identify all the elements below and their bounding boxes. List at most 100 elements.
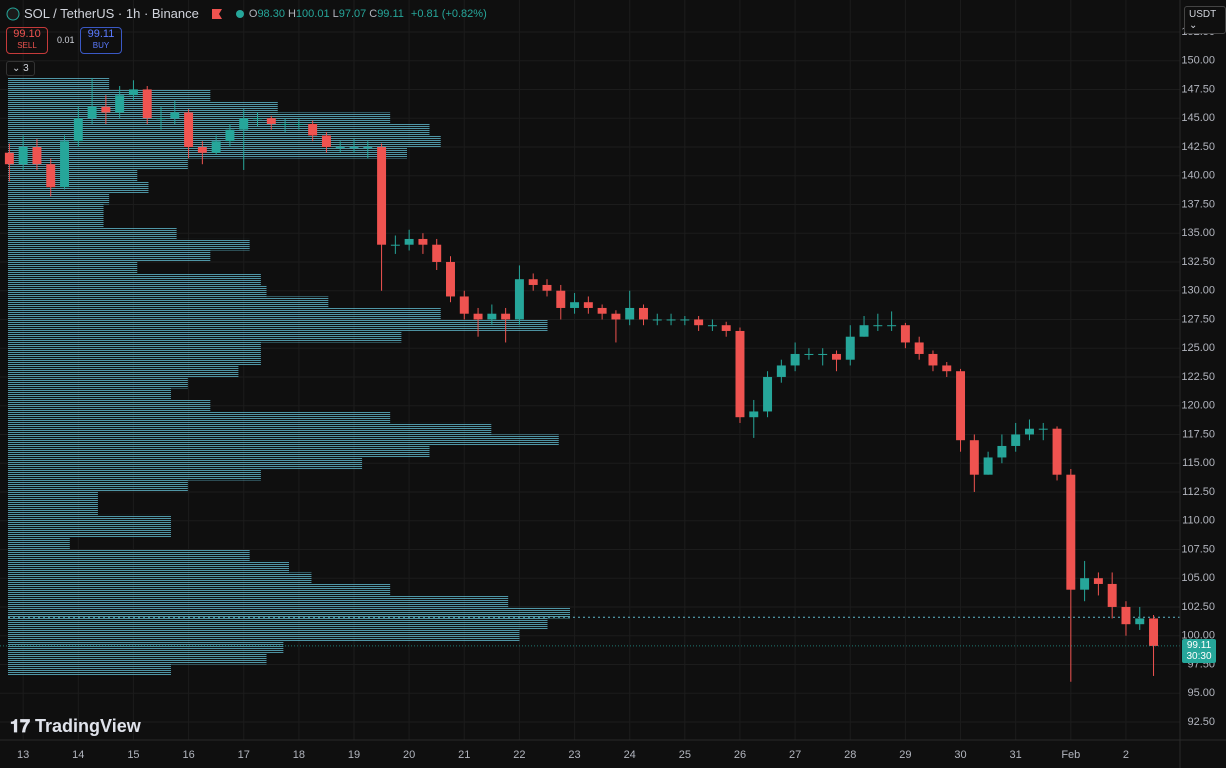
- y-tick-label: 107.50: [1181, 543, 1215, 555]
- y-tick-label: 140.00: [1181, 170, 1215, 182]
- y-tick-label: 95.00: [1187, 687, 1215, 699]
- volume-profile-bar: [8, 330, 402, 343]
- sell-text: SELL: [17, 41, 37, 50]
- candle-body: [335, 146, 345, 148]
- volume-profile-bar: [8, 388, 171, 400]
- candle-body: [694, 319, 704, 326]
- ohlc-value: 97.07: [338, 7, 367, 20]
- volume-profile-bar: [8, 204, 104, 216]
- candle-body: [459, 296, 469, 314]
- candle-body: [4, 152, 14, 165]
- candle-body: [101, 106, 111, 113]
- candle-body: [390, 244, 400, 246]
- candle-body: [542, 284, 552, 291]
- currency-selector[interactable]: USDT ⌄: [1184, 6, 1226, 34]
- y-tick-label: 112.50: [1182, 486, 1215, 498]
- symbol-icon: [6, 7, 20, 20]
- countdown: 30:30: [1186, 650, 1212, 662]
- x-tick-label: 27: [789, 749, 801, 761]
- candle-body: [404, 238, 414, 245]
- candle-body: [983, 457, 993, 475]
- y-tick-label: 115.00: [1182, 457, 1215, 469]
- candle-body: [1052, 428, 1062, 475]
- y-tick-label: 135.00: [1181, 227, 1215, 239]
- ohlc-values: O98.30 H100.01 L97.07 C99.11: [249, 8, 407, 20]
- ohlc-value: 98.30: [257, 7, 285, 20]
- candle-body: [211, 141, 221, 153]
- volume-profile-bar: [8, 399, 211, 412]
- ohlc-name: H: [287, 7, 296, 20]
- y-tick-label: 120.00: [1181, 400, 1215, 412]
- buy-price: 99.11: [87, 28, 115, 40]
- brand-logo: 𝟏𝟕 TradingView: [10, 716, 141, 736]
- candle-body: [280, 123, 290, 125]
- candle-body: [556, 290, 566, 308]
- candle-body: [680, 319, 690, 321]
- y-tick-label: 150.00: [1181, 55, 1215, 67]
- candle-body: [128, 89, 138, 96]
- buy-button[interactable]: 99.11 BUY: [80, 27, 122, 54]
- y-tick-label: 100.00: [1181, 630, 1215, 642]
- candle-body: [639, 307, 648, 320]
- candle-body: [170, 112, 180, 119]
- volume-profile-bar: [8, 146, 408, 159]
- y-tick-label: 132.50: [1181, 256, 1215, 268]
- candle-body: [900, 325, 910, 343]
- candle-body: [652, 319, 662, 321]
- volume-profile-bar: [8, 595, 509, 607]
- symbol-title[interactable]: SOL / TetherUS · 1h · Binance: [24, 6, 199, 21]
- candle-body: [873, 325, 883, 327]
- volume-profile-bar: [8, 457, 363, 469]
- volume-profile-bar: [8, 445, 430, 458]
- volume-profile-bar: [8, 307, 441, 320]
- brand-name: TradingView: [35, 716, 141, 736]
- volume-profile-bar: [8, 181, 149, 193]
- candle-body: [969, 440, 979, 475]
- candle-body: [956, 371, 966, 441]
- ohlc-name: O: [248, 7, 258, 20]
- volume-profile-bar: [8, 123, 430, 136]
- volume-profile-bar: [8, 89, 211, 101]
- volume-profile-bar: [8, 503, 98, 515]
- x-tick-label: 30: [954, 749, 966, 761]
- x-tick-label: 26: [734, 749, 746, 761]
- candle-body: [266, 118, 276, 124]
- candle-body: [611, 313, 621, 320]
- candle-body: [597, 307, 607, 314]
- volume-profile-bar: [8, 652, 267, 665]
- candle-body: [1011, 434, 1021, 446]
- volume-profile-bar: [8, 319, 548, 331]
- candle-body: [446, 261, 455, 297]
- volume-profile-bar: [8, 227, 177, 239]
- candle-body: [818, 353, 828, 355]
- candle-body: [831, 353, 841, 360]
- candle-body: [225, 129, 235, 142]
- candle-body: [514, 279, 524, 320]
- sell-price: 99.10: [13, 28, 41, 40]
- candle-body: [928, 353, 938, 366]
- candle-body: [583, 302, 593, 308]
- flag-icon[interactable]: [211, 8, 223, 20]
- candle-body: [1149, 618, 1159, 646]
- x-tick-label: 16: [182, 749, 194, 761]
- x-tick-label: 19: [348, 749, 360, 761]
- candle-body: [887, 325, 897, 327]
- y-tick-label: 117.50: [1182, 428, 1215, 440]
- indicators-toggle[interactable]: ⌄ 3: [6, 61, 35, 76]
- volume-profile-bar: [8, 192, 110, 205]
- x-tick-label: 20: [403, 749, 415, 761]
- y-tick-label: 137.50: [1181, 198, 1215, 210]
- volume-profile-bar: [8, 250, 211, 262]
- volume-profile-bar: [8, 169, 138, 182]
- sell-button[interactable]: 99.10 SELL: [6, 27, 48, 54]
- candle-body: [1080, 578, 1090, 590]
- symbol-header: SOL / TetherUS · 1h · Binance O98.30 H100…: [6, 6, 487, 21]
- candle-body: [60, 141, 69, 188]
- volume-profile-bar: [8, 261, 138, 274]
- volume-profile-bar: [8, 526, 171, 538]
- volume-profile-bar: [8, 77, 110, 90]
- y-tick-label: 122.50: [1181, 371, 1215, 383]
- last-price: 99.11: [1186, 639, 1212, 651]
- y-tick-label: 147.50: [1181, 83, 1215, 95]
